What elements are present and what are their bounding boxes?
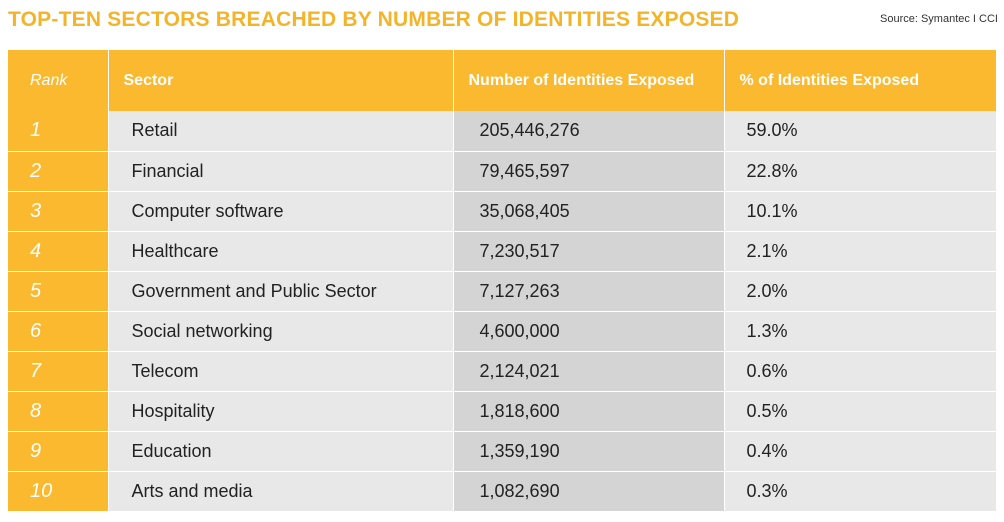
count-cell: 2,124,021	[453, 351, 725, 392]
rank-cell: 5	[8, 271, 109, 312]
header: TOP-TEN SECTORS BREACHED BY NUMBER OF ID…	[8, 0, 998, 48]
table-body: 1 Retail 205,446,276 59.0% 2 Financial 79,465,…	[8, 111, 996, 512]
sector-cell: Social networking	[108, 311, 454, 352]
sector-cell: Education	[108, 431, 454, 472]
table-row: 8 Hospitality 1,818,600 0.5%	[8, 391, 996, 432]
table-row: 5 Government and Public Sector 7,127,263 2.…	[8, 271, 996, 312]
sector-cell: Government and Public Sector	[108, 271, 454, 312]
rank-cell: 7	[8, 351, 109, 392]
rank-cell: 8	[8, 391, 109, 432]
count-cell: 1,082,690	[453, 471, 725, 512]
rank-cell: 2	[8, 151, 109, 192]
column-header-count: Number of Identities Exposed	[453, 50, 725, 111]
count-cell: 1,818,600	[453, 391, 725, 432]
table-row: 6 Social networking 4,600,000 1.3%	[8, 311, 996, 352]
percent-cell: 1.3%	[724, 311, 996, 352]
sector-cell: Arts and media	[108, 471, 454, 512]
percent-cell: 2.0%	[724, 271, 996, 312]
sectors-table: Rank Sector Number of Identities Exposed…	[8, 50, 996, 512]
rank-cell: 3	[8, 191, 109, 232]
table-row: 1 Retail 205,446,276 59.0%	[8, 111, 996, 152]
count-cell: 35,068,405	[453, 191, 725, 232]
percent-cell: 0.6%	[724, 351, 996, 392]
table-header-row: Rank Sector Number of Identities Exposed…	[8, 50, 996, 111]
percent-cell: 0.3%	[724, 471, 996, 512]
table-row: 10 Arts and media 1,082,690 0.3%	[8, 471, 996, 512]
sector-cell: Retail	[108, 111, 454, 152]
percent-cell: 59.0%	[724, 111, 996, 152]
percent-cell: 22.8%	[724, 151, 996, 192]
column-header-rank: Rank	[8, 50, 109, 111]
sector-cell: Hospitality	[108, 391, 454, 432]
page-title: TOP-TEN SECTORS BREACHED BY NUMBER OF ID…	[8, 8, 740, 31]
count-cell: 7,230,517	[453, 231, 725, 272]
count-cell: 79,465,597	[453, 151, 725, 192]
rank-cell: 9	[8, 431, 109, 472]
rank-cell: 6	[8, 311, 109, 352]
source-note: Source: Symantec I CCI	[880, 13, 998, 25]
sector-cell: Healthcare	[108, 231, 454, 272]
table-row: 7 Telecom 2,124,021 0.6%	[8, 351, 996, 392]
count-cell: 4,600,000	[453, 311, 725, 352]
rank-cell: 4	[8, 231, 109, 272]
count-cell: 1,359,190	[453, 431, 725, 472]
sector-cell: Financial	[108, 151, 454, 192]
percent-cell: 2.1%	[724, 231, 996, 272]
percent-cell: 0.5%	[724, 391, 996, 432]
rank-cell: 10	[8, 471, 109, 512]
column-header-percent: % of Identities Exposed	[724, 50, 996, 111]
sector-cell: Telecom	[108, 351, 454, 392]
table-row: 2 Financial 79,465,597 22.8%	[8, 151, 996, 192]
table-row: 9 Education 1,359,190 0.4%	[8, 431, 996, 472]
sector-cell: Computer software	[108, 191, 454, 232]
table-row: 3 Computer software 35,068,405 10.1%	[8, 191, 996, 232]
percent-cell: 10.1%	[724, 191, 996, 232]
count-cell: 7,127,263	[453, 271, 725, 312]
percent-cell: 0.4%	[724, 431, 996, 472]
column-header-sector: Sector	[108, 50, 454, 111]
rank-cell: 1	[8, 111, 109, 152]
table-row: 4 Healthcare 7,230,517 2.1%	[8, 231, 996, 272]
count-cell: 205,446,276	[453, 111, 725, 152]
